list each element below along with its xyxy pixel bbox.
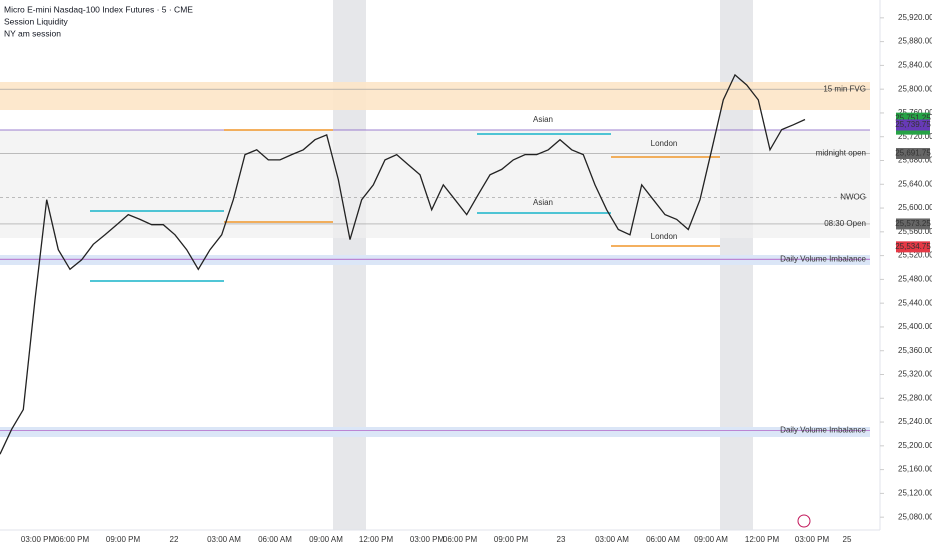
- y-tick-label: 25,120.00: [898, 488, 932, 497]
- y-tick-label: 25,240.00: [898, 417, 932, 426]
- level-label: Daily Volume Imbalance: [780, 254, 866, 263]
- price-tag-label: 25,573.25: [895, 219, 931, 228]
- indicator-name: NY am session: [4, 28, 61, 38]
- price-tag: [896, 218, 930, 230]
- x-tick-label: 03:00 PM: [21, 535, 56, 544]
- y-tick-label: 25,640.00: [898, 179, 932, 188]
- y-tick-label: 25,400.00: [898, 322, 932, 331]
- price-tag-label: 25,739.75: [895, 120, 931, 129]
- y-tick-label: 25,480.00: [898, 274, 932, 283]
- y-tick-label: 25,720.00: [898, 132, 932, 141]
- x-tick-label: 03:00 PM: [795, 535, 830, 544]
- x-tick-label: 12:00 PM: [745, 535, 780, 544]
- x-tick-label: 09:00 AM: [309, 535, 343, 544]
- x-tick-label: 23: [557, 535, 566, 544]
- event-icon[interactable]: [797, 514, 811, 528]
- level-label: 08:30 Open: [824, 219, 866, 228]
- price-line: [0, 73, 806, 455]
- price-tag-label: 25,751.25: [895, 113, 931, 122]
- x-tick-label: 12:00 PM: [359, 535, 394, 544]
- y-tick-label: 25,560.00: [898, 227, 932, 236]
- x-tick-label: 25: [843, 535, 852, 544]
- y-tick-label: 25,840.00: [898, 60, 932, 69]
- y-tick-label: 25,760.00: [898, 108, 932, 117]
- x-tick-label: 06:00 AM: [646, 535, 680, 544]
- price-tag-label: 25,534.75: [895, 242, 931, 251]
- y-tick-label: 25,520.00: [898, 251, 932, 260]
- y-tick-label: 25,280.00: [898, 393, 932, 402]
- y-tick-label: 25,800.00: [898, 84, 932, 93]
- chart-title: Micro E-mini Nasdaq-100 Index Futures · …: [4, 4, 193, 14]
- x-tick-label: 06:00 AM: [258, 535, 292, 544]
- y-tick-label: 25,160.00: [898, 465, 932, 474]
- x-tick-label: 03:00 AM: [595, 535, 629, 544]
- y-tick-label: 25,920.00: [898, 13, 932, 22]
- imbalance-zone: [0, 427, 870, 437]
- y-tick-label: 25,080.00: [898, 512, 932, 521]
- fvg-zone: [0, 82, 870, 110]
- session-label: London: [651, 232, 678, 241]
- y-tick-label: 25,880.00: [898, 37, 932, 46]
- x-tick-label: 22: [170, 535, 179, 544]
- imbalance-zone: [0, 255, 870, 265]
- x-tick-label: 03:00 PM: [410, 535, 445, 544]
- x-tick-label: 09:00 PM: [494, 535, 529, 544]
- y-tick-label: 25,600.00: [898, 203, 932, 212]
- y-tick-label: 25,360.00: [898, 346, 932, 355]
- x-tick-label: 09:00 PM: [106, 535, 141, 544]
- session-label: Asian: [533, 115, 553, 124]
- y-tick-label: 25,440.00: [898, 298, 932, 307]
- y-tick-label: 25,680.00: [898, 156, 932, 165]
- y-tick-label: 25,200.00: [898, 441, 932, 450]
- level-label: NWOG: [840, 192, 866, 201]
- session-label: Asian: [533, 198, 553, 207]
- x-tick-label: 09:00 AM: [694, 535, 728, 544]
- session-label: London: [651, 139, 678, 148]
- indicator-name: Session Liquidity: [4, 16, 69, 26]
- range-zone: [0, 130, 870, 238]
- price-tag-label: 25,691.75: [895, 149, 931, 158]
- level-label: midnight open: [816, 149, 866, 158]
- price-tag: [896, 119, 930, 131]
- price-tag: [896, 241, 930, 253]
- y-tick-label: 25,320.00: [898, 370, 932, 379]
- x-tick-label: 06:00 PM: [55, 535, 90, 544]
- level-label: 15 min FVG: [823, 84, 866, 93]
- price-tag: [896, 148, 930, 160]
- x-tick-label: 03:00 AM: [207, 535, 241, 544]
- level-label: Daily Volume Imbalance: [780, 425, 866, 434]
- x-tick-label: 06:00 PM: [443, 535, 478, 544]
